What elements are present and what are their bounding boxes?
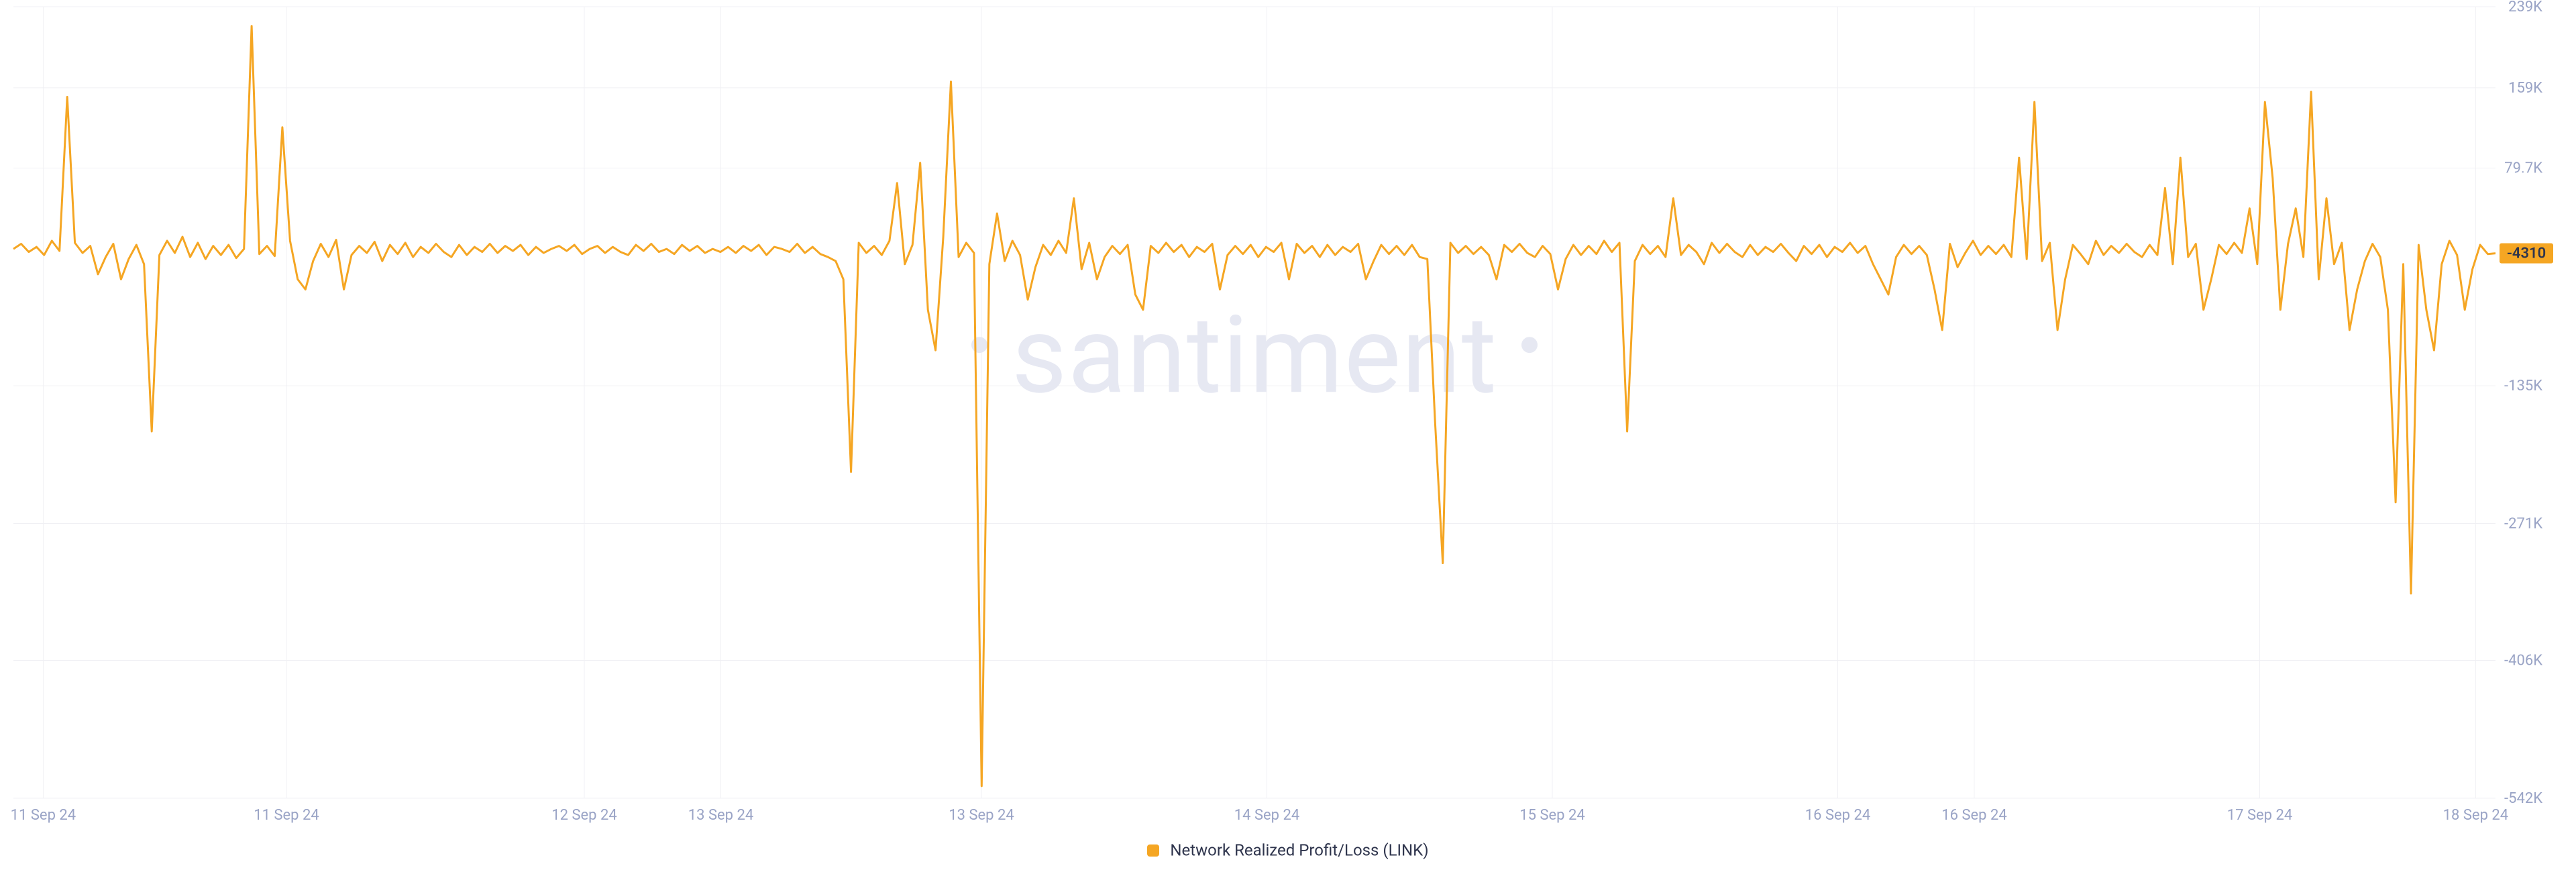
x-tick-label: 13 Sep 24 (688, 807, 753, 824)
x-tick-label: 12 Sep 24 (551, 807, 616, 824)
legend: Network Realized Profit/Loss (LINK) (0, 840, 2576, 860)
y-tick-label: 159K (2508, 80, 2542, 97)
y-tick-label: -135K (2504, 378, 2542, 394)
chart-container: 239K 159K 79.7K -135K -271K -406K -542K 11 Sep … (0, 0, 2576, 872)
legend-swatch (1147, 844, 1159, 857)
y-tick-label: -271K (2504, 516, 2542, 533)
current-value-badge: -4310 (2500, 243, 2553, 264)
x-tick-label: 16 Sep 24 (1805, 807, 1870, 824)
x-tick-label: 18 Sep 24 (2443, 807, 2508, 824)
y-tick-label: -406K (2504, 653, 2542, 669)
svg-text:santiment: santiment (1012, 293, 1497, 419)
line-chart[interactable]: 239K 159K 79.7K -135K -271K -406K -542K 11 Sep … (0, 0, 2576, 872)
y-tick-label: 239K (2508, 0, 2542, 15)
y-tick-label: -542K (2504, 790, 2542, 807)
y-tick-label: 79.7K (2504, 160, 2542, 177)
x-tick-label: 15 Sep 24 (1519, 807, 1585, 824)
x-tick-label: 11 Sep 24 (11, 807, 76, 824)
x-tick-label: 17 Sep 24 (2227, 807, 2292, 824)
svg-text:-4310: -4310 (2507, 246, 2546, 262)
x-tick-label: 16 Sep 24 (1941, 807, 2006, 824)
legend-label: Network Realized Profit/Loss (LINK) (1170, 841, 1428, 860)
x-tick-label: 13 Sep 24 (949, 807, 1014, 824)
x-tick-label: 11 Sep 24 (254, 807, 319, 824)
x-tick-label: 14 Sep 24 (1234, 807, 1299, 824)
watermark: santiment (971, 293, 1538, 419)
